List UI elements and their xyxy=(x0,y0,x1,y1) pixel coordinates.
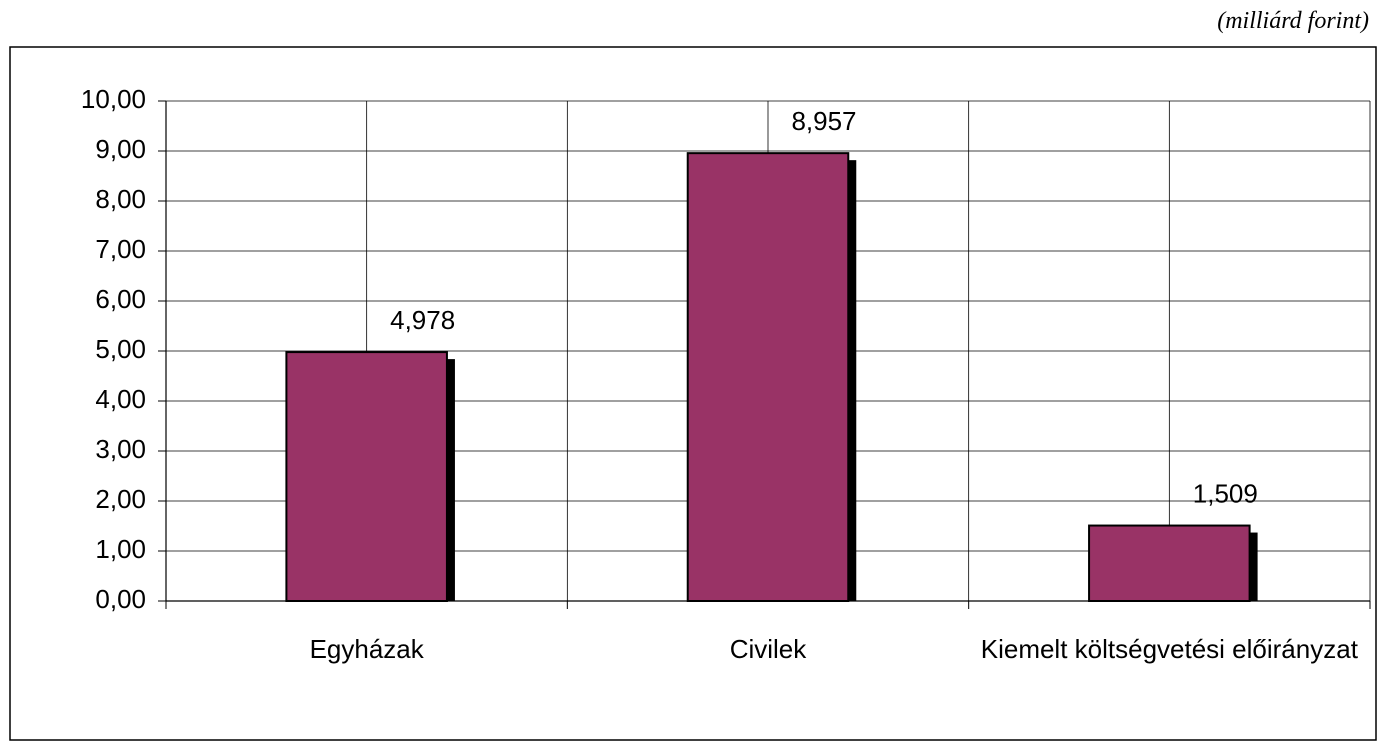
value-label: 1,509 xyxy=(1193,478,1258,508)
y-tick-label: 0,00 xyxy=(95,584,146,614)
y-tick-label: 2,00 xyxy=(95,484,146,514)
y-tick-label: 8,00 xyxy=(95,184,146,214)
y-tick-label: 1,00 xyxy=(95,534,146,564)
y-tick-label: 3,00 xyxy=(95,434,146,464)
value-label: 8,957 xyxy=(791,106,856,136)
y-tick-label: 4,00 xyxy=(95,384,146,414)
bar xyxy=(1088,524,1251,602)
bar xyxy=(285,351,448,602)
y-tick-label: 6,00 xyxy=(95,284,146,314)
unit-note: (milliárd forint) xyxy=(1217,8,1369,34)
x-tick-label: Kiemelt költségvetési előirányzat xyxy=(980,634,1358,664)
x-tick-label: Egyházak xyxy=(309,634,424,664)
chart-frame xyxy=(9,46,1377,741)
value-label: 4,978 xyxy=(390,305,455,335)
x-tick-label: Civilek xyxy=(729,634,807,664)
y-tick-label: 5,00 xyxy=(95,334,146,364)
y-tick-label: 9,00 xyxy=(95,134,146,164)
y-tick-label: 7,00 xyxy=(95,234,146,264)
bar xyxy=(686,152,850,602)
y-tick-label: 10,00 xyxy=(81,84,146,114)
